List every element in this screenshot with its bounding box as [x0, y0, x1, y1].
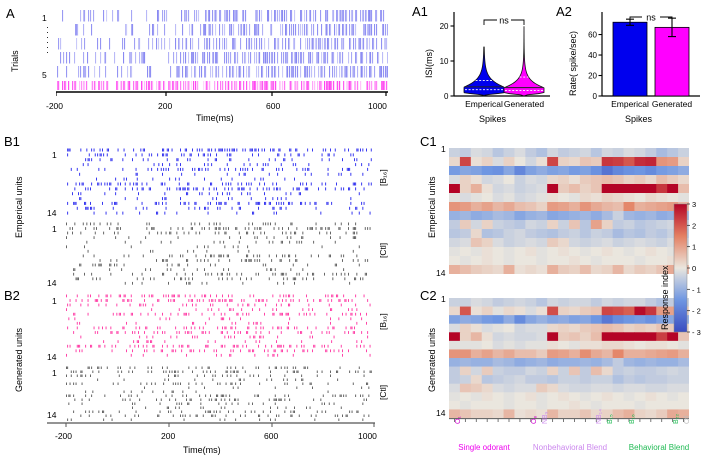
panel-b2-xtick-0: -200: [55, 431, 73, 441]
svg-text:20: 20: [588, 72, 597, 81]
svg-text:0: 0: [692, 264, 696, 273]
panel-b1-top-block-label-text: [B₁₆]: [378, 169, 388, 186]
panel-letter-a: A: [6, 6, 15, 21]
panel-a-xtick-2: 600: [266, 101, 281, 111]
panel-b2-xaxis: [47, 422, 375, 427]
panel-letter-b1: B1: [4, 134, 20, 149]
heatmap-xtick-5: B₁₆: [629, 414, 636, 424]
svg-text:Generated: Generated: [504, 99, 544, 109]
panel-letter-c2: C2: [420, 288, 437, 303]
panel-b2-xtick-3: 1000: [358, 431, 377, 441]
panel-b1-bot-unit-1: 1: [52, 224, 57, 234]
panel-b1-top-unit-14: 14: [47, 208, 57, 218]
heatmap-xtick-4: B₁₅: [607, 414, 615, 424]
heatmap-xtick-1: O₈: [530, 415, 538, 424]
panel-b2-top-block-label: [B₁₆]: [378, 313, 395, 340]
svg-text:60: 60: [588, 31, 597, 40]
panel-a-ydots: · · · · · ·: [46, 22, 49, 57]
panel-b2-top-unit-14: 14: [47, 352, 57, 362]
panel-a-ytick-top: 1: [42, 13, 47, 23]
heatmap-xtick-2: NB₉: [541, 411, 549, 425]
panel-a-raster: [56, 10, 388, 96]
panel-a-ylabel: Trials: [10, 50, 32, 82]
svg-text:3: 3: [692, 200, 696, 209]
heatmap-xtick-labels: O₁ O₈ NB₉ NB₁₄ B₁₅ B₁₆ B₂₂ Ctl: [449, 409, 691, 444]
svg-text:ns: ns: [646, 13, 656, 23]
panel-c1-unit-1: 1: [441, 144, 446, 154]
panel-a1-xlabel: Spikes: [479, 114, 507, 124]
svg-text:1: 1: [692, 243, 696, 252]
panel-c1-unit-14: 14: [436, 268, 446, 278]
svg-text:Emperical: Emperical: [465, 99, 503, 109]
heatmap-group-label-2: Behavioral Blend: [628, 443, 690, 452]
panel-b1-bot-unit-14: 14: [47, 278, 57, 288]
panel-b1-raster-top: [67, 148, 372, 215]
panel-b2-xtick-2: 600: [264, 431, 279, 441]
svg-text:- 3: - 3: [692, 328, 701, 337]
panel-a-ylabel-text: Trials: [10, 50, 20, 72]
panel-a-xlabel: Time(ms): [196, 113, 234, 123]
panel-b2-bot-unit-1: 1: [52, 368, 57, 378]
svg-text:Generated: Generated: [652, 99, 692, 109]
panel-b1-top-block-label: [B₁₆]: [378, 169, 395, 196]
svg-text:20: 20: [440, 22, 449, 31]
panel-c2-heatmap: [449, 298, 689, 418]
panel-b2-raster-bottom: [66, 366, 372, 421]
svg-text:0: 0: [444, 92, 449, 101]
panel-a-xtick-3: 1000: [368, 101, 387, 111]
svg-text:40: 40: [588, 51, 597, 60]
panel-c2-unit-1: 1: [441, 294, 446, 304]
heatmap-group-label-0: Single odorant: [458, 443, 510, 452]
panel-c2-ylabel-text: Generated units: [427, 327, 437, 392]
panel-letter-b2: B2: [4, 288, 20, 303]
panel-b1-raster-bottom: [66, 222, 371, 285]
panel-letter-a2: A2: [556, 4, 572, 19]
panel-b2-raster-top: [66, 294, 371, 357]
svg-text:10: 10: [440, 57, 449, 66]
panel-a2-bar-chart: 0 20 40 60 Emperical Generated ns: [588, 12, 700, 109]
heatmap-group-label-1: Nonbehavioral Blend: [532, 443, 608, 452]
panel-c2-unit-14: 14: [436, 408, 446, 418]
svg-text:- 2: - 2: [692, 307, 701, 316]
panel-a-xtick-1: 200: [158, 101, 173, 111]
panel-c1-heatmap: [449, 148, 689, 274]
panel-a-ytick-bottom: 5: [42, 70, 47, 80]
heatmap-xtick-0: O₁: [454, 416, 462, 424]
panel-b2-top-block-label-text: [B₁₆]: [378, 313, 388, 330]
panel-a-xtick-0: -200: [46, 101, 64, 111]
svg-text:0: 0: [593, 92, 598, 101]
colorbar: 3 2 1 0 - 1 - 2 - 3: [673, 200, 701, 337]
svg-text:- 1: - 1: [692, 285, 701, 294]
svg-text:ns: ns: [499, 16, 509, 26]
panel-letter-a1: A1: [412, 4, 428, 19]
panel-b1-top-unit-1: 1: [52, 150, 57, 160]
svg-text:Emperical: Emperical: [611, 99, 649, 109]
svg-text:2: 2: [692, 221, 696, 230]
panel-b2-top-unit-1: 1: [52, 296, 57, 306]
panel-b2-bot-unit-14: 14: [47, 410, 57, 420]
panel-b2-bottom-block-label-text: [Ctl]: [378, 384, 388, 400]
panel-a2-xlabel: Spikes: [625, 114, 653, 124]
panel-b2-bottom-block-label: [Ctl]: [378, 385, 393, 410]
panel-a1-violin-plot: 0 10 20 Emperical Generated ns: [440, 12, 550, 109]
panel-b2-xlabel: Time(ms): [183, 445, 221, 455]
heatmap-xtick-6: B₂₂: [672, 413, 680, 424]
panel-c2-xaxis: [449, 418, 689, 422]
heatmap-xtick-3: NB₁₄: [596, 409, 604, 424]
panel-b1-bottom-block-label: [Ctl]: [378, 243, 393, 268]
colorbar-title-text: Response index: [660, 265, 670, 330]
panel-letter-c1: C1: [420, 134, 437, 149]
panel-c1-ylabel-text: Emperical units: [427, 176, 437, 238]
panel-b1-bottom-block-label-text: [Ctl]: [378, 242, 388, 258]
panel-b2-ylabel-text: Generated units: [14, 327, 24, 392]
panel-b2-xtick-1: 200: [161, 431, 176, 441]
panel-b1-ylabel-text: Emperical units: [14, 176, 24, 238]
heatmap-xtick-7: Ctl: [683, 415, 691, 424]
